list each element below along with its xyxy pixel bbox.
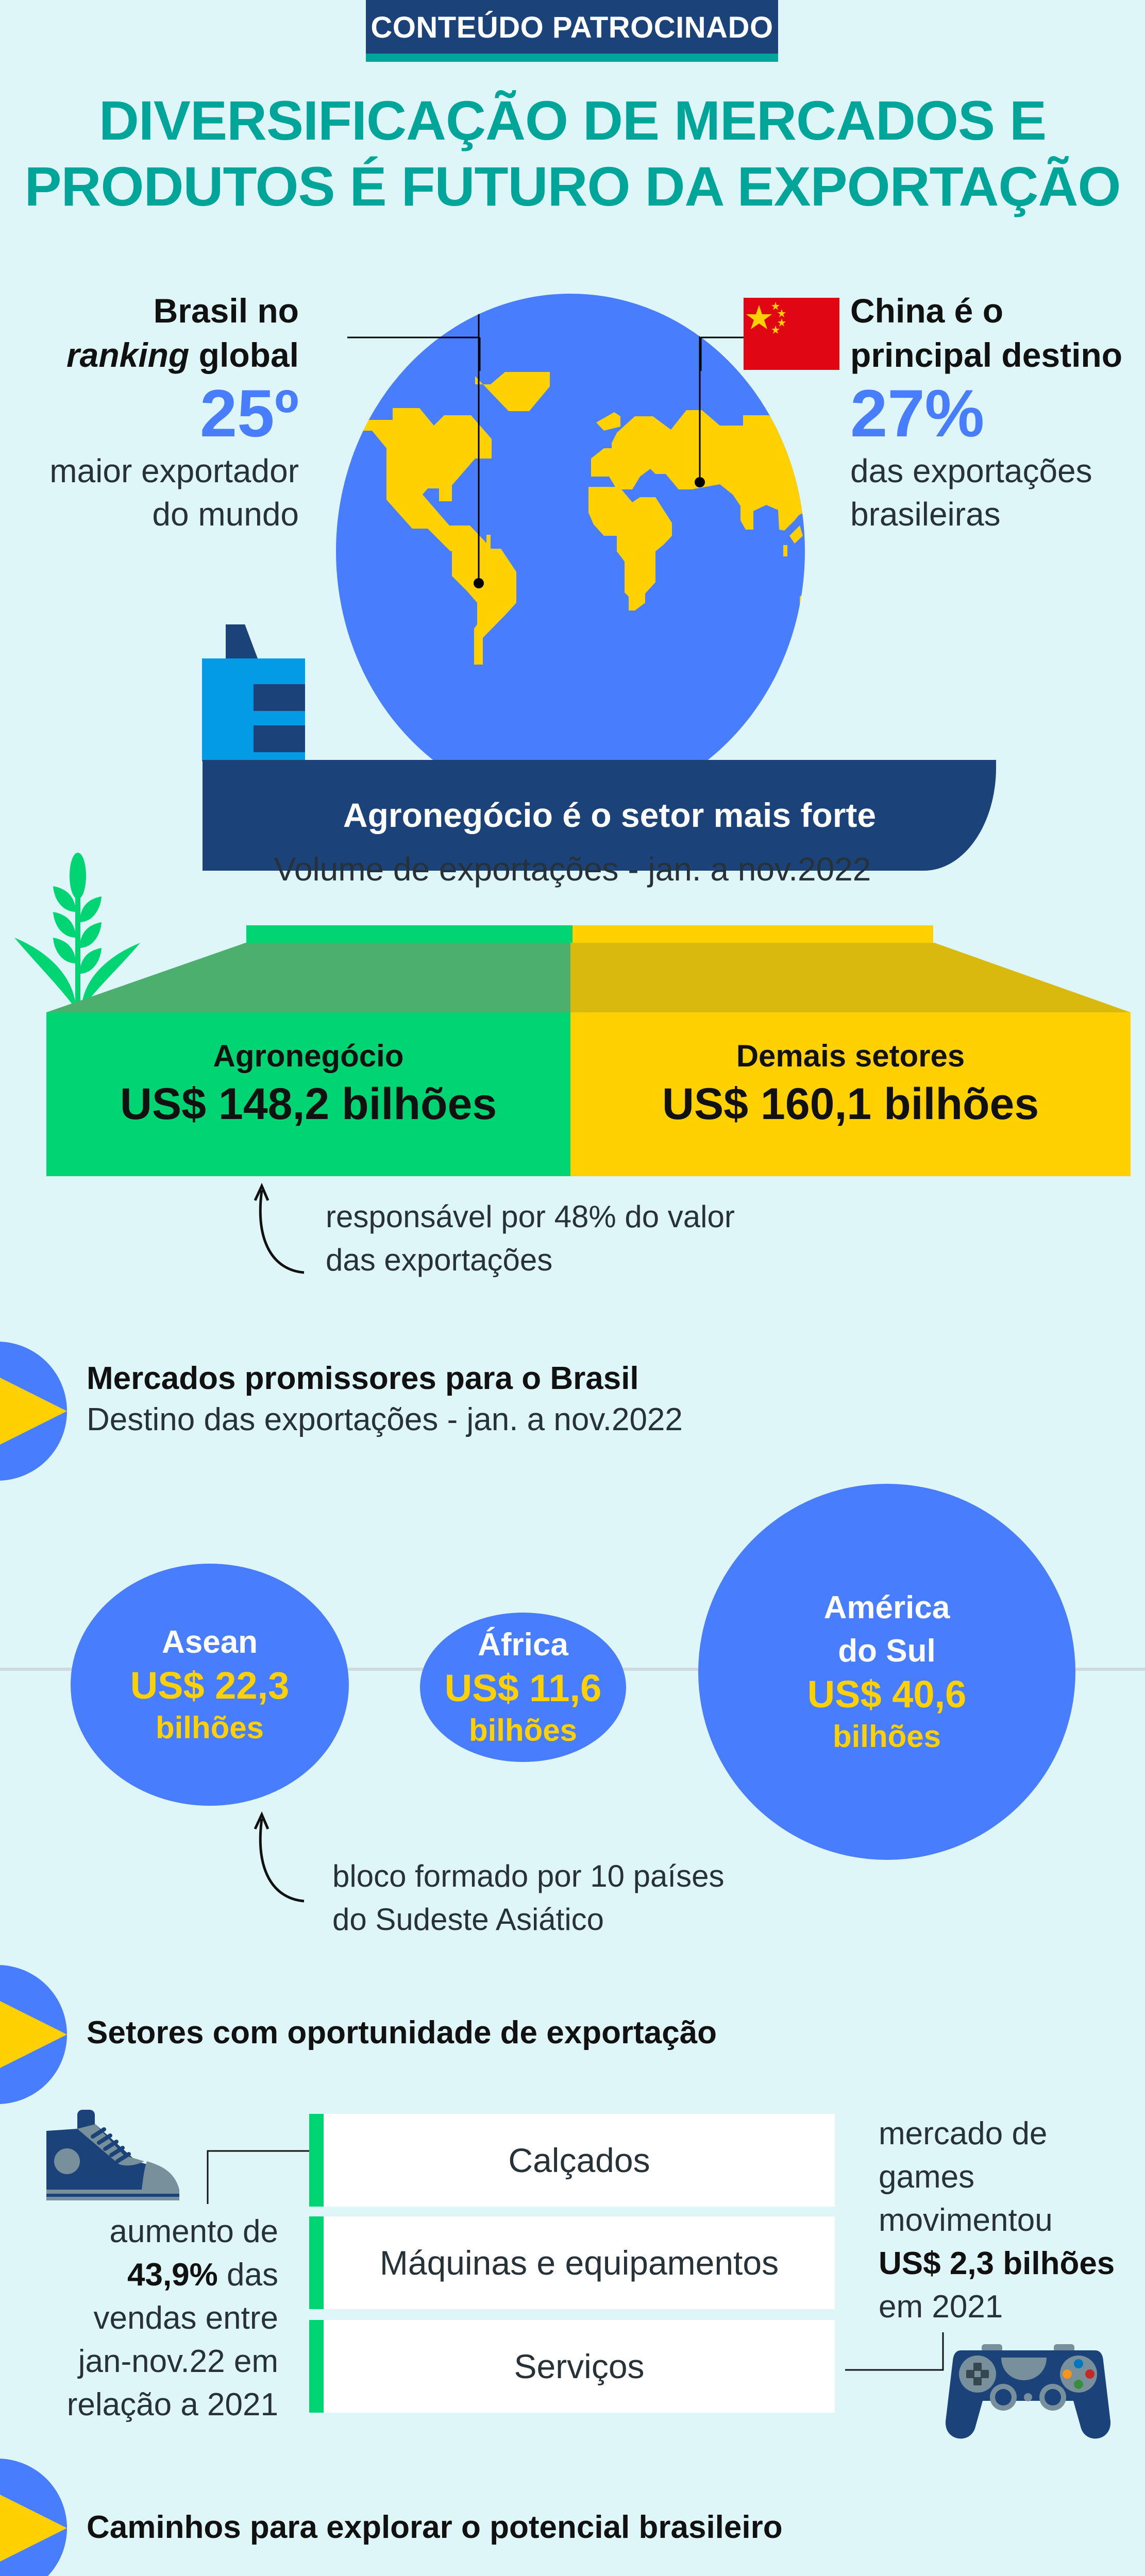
agro-value: US$ 148,2 bilhões (120, 1079, 497, 1129)
asean-note: bloco formado por 10 países do Sudeste A… (332, 1859, 725, 1937)
sponsored-badge: CONTEÚDO PATROCINADO (366, 0, 778, 62)
other-top-strip (572, 925, 933, 944)
agro-export-block: Agronegócio US$ 148,2 bilhões (46, 1012, 570, 1176)
plant-icon (14, 853, 140, 1015)
china-heading: China é o principal destino (850, 292, 1123, 374)
other-value: US$ 160,1 bilhões (662, 1079, 1039, 1129)
volume-caption: Volume de exportações - jan. a nov.2022 (274, 851, 871, 888)
games-note: mercado de games movimentou US$ 2,3 bilh… (879, 2116, 1115, 2325)
china-value: 27% (850, 376, 985, 451)
other-bevel (570, 943, 1131, 1012)
china-stat: China é o principal destino 27% das expor… (850, 289, 1139, 536)
page-title: DIVERSIFICAÇÃO DE MERCADOS E PRODUTOS É … (0, 88, 1145, 219)
games-leader-line (845, 2332, 944, 2371)
markets-subtitle: Destino das exportações - jan. a nov.202… (87, 1402, 683, 1437)
ranking-subtitle: maior exportador do mundo (49, 452, 299, 533)
shoe-note: aumento de 43,9% das vendas entre jan-no… (66, 2214, 278, 2422)
world-map-icon (341, 294, 805, 665)
sector-item-calcados: Calçados (309, 2114, 835, 2207)
agro-top-strip (246, 925, 572, 944)
leader-lines (347, 336, 744, 371)
ship-cabin-icon (202, 624, 305, 761)
china-subtitle: das exportações brasileiras (850, 452, 1092, 533)
badge-underline (366, 54, 778, 62)
other-label: Demais setores (736, 1039, 965, 1073)
title-line-1: DIVERSIFICAÇÃO DE MERCADOS E (98, 89, 1047, 151)
sneaker-icon (46, 2110, 179, 2200)
paths-title: Caminhos para explorar o potencial brasi… (87, 2510, 783, 2545)
ranking-value: 25º (199, 376, 299, 451)
section-marker-icon (0, 1965, 67, 2104)
globe-icon (336, 294, 805, 809)
section-marker-icon (0, 2459, 67, 2576)
ship-hull-banner: Agronegócio é o setor mais forte (203, 760, 996, 871)
ranking-heading: Brasil no ranking global (66, 292, 299, 374)
china-flag-icon (744, 298, 839, 370)
markets-title: Mercados promissores para o Brasil (87, 1361, 639, 1396)
sector-item-maquinas: Máquinas e equipamentos (309, 2216, 835, 2309)
gamepad-icon (946, 2344, 1110, 2439)
other-export-block: Demais setores US$ 160,1 bilhões (570, 1012, 1131, 1176)
title-line-2: PRODUTOS É FUTURO DA EXPORTAÇÃO (24, 155, 1121, 217)
agro-note: responsável por 48% do valor das exporta… (326, 1199, 735, 1277)
section-marker-icon (0, 1342, 67, 1481)
curved-arrow-icon (254, 1811, 305, 1903)
bubble-south-america: América do Sul US$ 40,6 bilhões (698, 1484, 1075, 1860)
curved-arrow-icon (254, 1182, 305, 1274)
sectors-title: Setores com oportunidade de exportação (87, 2015, 717, 2050)
sector-item-servicos: Serviços (309, 2320, 835, 2413)
bubble-asean: Asean US$ 22,3 bilhões (71, 1564, 349, 1806)
shoe-leader-line (207, 2150, 309, 2204)
bubble-africa: África US$ 11,6 bilhões (420, 1613, 626, 1762)
agro-label: Agronegócio (213, 1039, 404, 1073)
ranking-stat: Brasil no ranking global 25º maior export… (0, 289, 299, 536)
